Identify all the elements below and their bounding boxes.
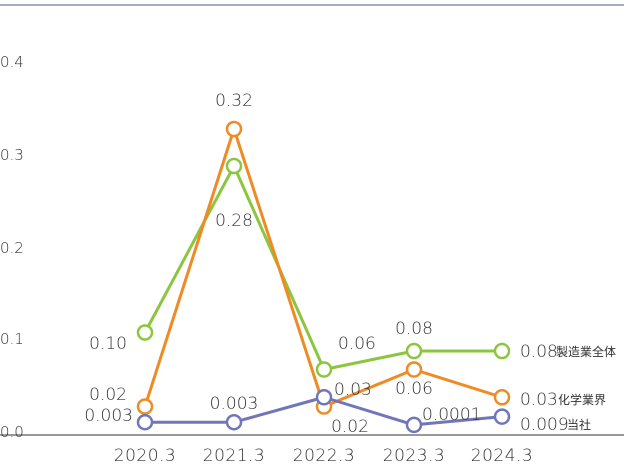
data-label: 0.28 xyxy=(215,211,253,231)
data-label: 0.003 xyxy=(210,394,259,414)
data-label: 0.03 xyxy=(520,390,558,410)
data-point xyxy=(405,361,423,378)
data-point xyxy=(405,416,423,434)
data-label: 0.10 xyxy=(89,334,127,354)
legend-label: 当社 xyxy=(567,417,591,432)
y-tick-label: 0.1 xyxy=(0,330,24,348)
data-point xyxy=(225,157,243,175)
y-tick-label: 0.0 xyxy=(0,423,24,441)
data-label: 0.009 xyxy=(520,415,569,435)
data-label: 0.02 xyxy=(331,417,369,437)
x-tick-label: 2023.3 xyxy=(383,446,445,466)
data-label: 0.003 xyxy=(84,406,133,426)
data-label: 0.06 xyxy=(338,334,376,354)
data-point xyxy=(225,413,243,431)
data-label: 0.08 xyxy=(395,319,433,339)
data-point xyxy=(315,361,333,378)
x-tick-label: 2022.3 xyxy=(293,446,355,466)
data-label: 0.06 xyxy=(395,379,433,399)
data-point xyxy=(136,324,154,341)
legend-label: 製造業全体 xyxy=(556,344,616,359)
x-tick-label: 2020.3 xyxy=(114,446,176,466)
data-point xyxy=(493,389,511,406)
series-line-0 xyxy=(143,164,502,371)
y-tick-label: 0.3 xyxy=(0,146,24,164)
legend-label: 化学業界 xyxy=(558,392,606,407)
data-label: 0.08 xyxy=(520,342,558,362)
data-point xyxy=(136,413,154,431)
y-tick-label: 0.2 xyxy=(0,239,24,257)
data-point xyxy=(405,342,423,360)
data-point xyxy=(493,408,511,425)
data-label: 0.32 xyxy=(215,91,253,111)
data-label: 0.02 xyxy=(89,385,127,405)
data-label: 0.0001 xyxy=(422,405,481,425)
data-label: 0.03 xyxy=(334,380,372,400)
x-tick-label: 2021.3 xyxy=(203,446,265,466)
data-point xyxy=(225,120,243,138)
data-point xyxy=(315,389,333,406)
data-point xyxy=(493,342,511,360)
data-point xyxy=(136,398,154,415)
y-tick-label: 0.4 xyxy=(0,53,24,71)
x-tick-label: 2024.3 xyxy=(471,446,533,466)
